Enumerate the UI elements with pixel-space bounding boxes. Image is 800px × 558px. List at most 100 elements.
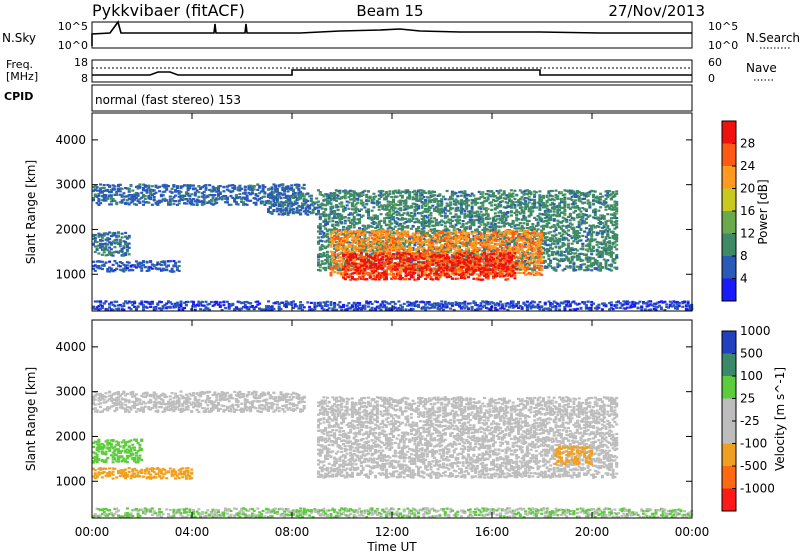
data-cell (560, 252, 563, 254)
data-cell (392, 201, 395, 203)
data-cell (481, 192, 484, 194)
data-cell (215, 202, 218, 204)
data-cell (337, 206, 340, 208)
data-cell (538, 209, 541, 211)
data-cell (503, 225, 506, 227)
data-cell (546, 266, 549, 268)
data-cell (106, 198, 109, 200)
data-cell (135, 197, 138, 199)
data-cell (319, 223, 322, 225)
data-cell (378, 198, 381, 200)
data-cell (449, 222, 452, 224)
data-cell (233, 187, 236, 189)
data-cell (471, 206, 474, 208)
data-cell (512, 201, 515, 203)
data-cell (197, 191, 200, 193)
data-cell (451, 198, 454, 200)
data-cell (258, 187, 261, 189)
data-cell (372, 193, 375, 195)
data-cell (510, 207, 513, 209)
data-cell (263, 196, 266, 198)
data-cell (213, 194, 216, 196)
data-cell (328, 220, 331, 222)
data-cell (537, 222, 540, 224)
data-cell (601, 266, 604, 268)
data-cell (344, 197, 347, 199)
data-cell (122, 199, 125, 201)
data-cell (440, 198, 443, 200)
data-cell (408, 198, 411, 200)
data-cell (321, 208, 324, 210)
data-cell (158, 268, 161, 270)
data-cell (383, 220, 386, 222)
data-cell (147, 202, 150, 204)
data-cell (497, 222, 500, 224)
data-cell (553, 208, 556, 210)
data-cell (326, 251, 329, 253)
data-cell (130, 185, 133, 187)
data-cell (194, 187, 197, 189)
data-cell (113, 188, 116, 190)
data-cell (153, 199, 156, 201)
data-cell (519, 269, 522, 271)
data-cell (547, 258, 550, 260)
data-cell (506, 216, 509, 218)
data-cell (412, 217, 415, 219)
data-cell (555, 234, 558, 236)
data-cell (372, 198, 375, 200)
data-cell (426, 216, 429, 218)
data-cell (599, 206, 602, 208)
data-cell (533, 204, 536, 206)
data-cell (563, 206, 566, 208)
data-cell (105, 246, 108, 248)
data-cell (396, 196, 399, 198)
data-cell (549, 210, 552, 212)
data-cell (362, 215, 365, 217)
data-cell (256, 195, 259, 197)
data-cell (558, 205, 561, 207)
data-cell (235, 201, 238, 203)
data-cell (538, 190, 541, 192)
data-cell (344, 207, 347, 209)
data-cell (405, 218, 408, 220)
data-cell (513, 198, 516, 200)
data-cell (347, 201, 350, 203)
data-cell (388, 209, 391, 211)
data-cell (319, 233, 322, 235)
data-cell (380, 220, 383, 222)
data-cell (547, 222, 550, 224)
data-cell (172, 203, 175, 205)
data-cell (163, 191, 166, 193)
data-cell (574, 252, 577, 254)
data-cell (187, 189, 190, 191)
data-cell (544, 233, 547, 235)
data-cell (424, 199, 427, 201)
data-cell (203, 201, 206, 203)
data-cell (499, 195, 502, 197)
data-cell (594, 191, 597, 193)
data-cell (337, 209, 340, 211)
freq-label-2: [MHz] (6, 70, 38, 83)
data-cell (317, 236, 320, 238)
data-cell (140, 192, 143, 194)
data-cell (599, 264, 602, 266)
data-cell (542, 195, 545, 197)
data-cell (433, 201, 436, 203)
data-cell (460, 195, 463, 197)
data-cell (512, 195, 515, 197)
data-cell (246, 195, 249, 197)
data-cell (149, 260, 152, 262)
data-cell (572, 263, 575, 265)
data-cell (306, 200, 309, 202)
data-cell (165, 187, 168, 189)
data-cell (126, 264, 129, 266)
data-cell (197, 196, 200, 198)
data-cell (319, 225, 322, 227)
data-cell (551, 190, 554, 192)
data-cell (319, 191, 322, 193)
data-cell (388, 224, 391, 226)
data-cell (581, 248, 584, 250)
data-cell (551, 254, 554, 256)
data-cell (112, 255, 115, 257)
data-cell (558, 238, 561, 240)
